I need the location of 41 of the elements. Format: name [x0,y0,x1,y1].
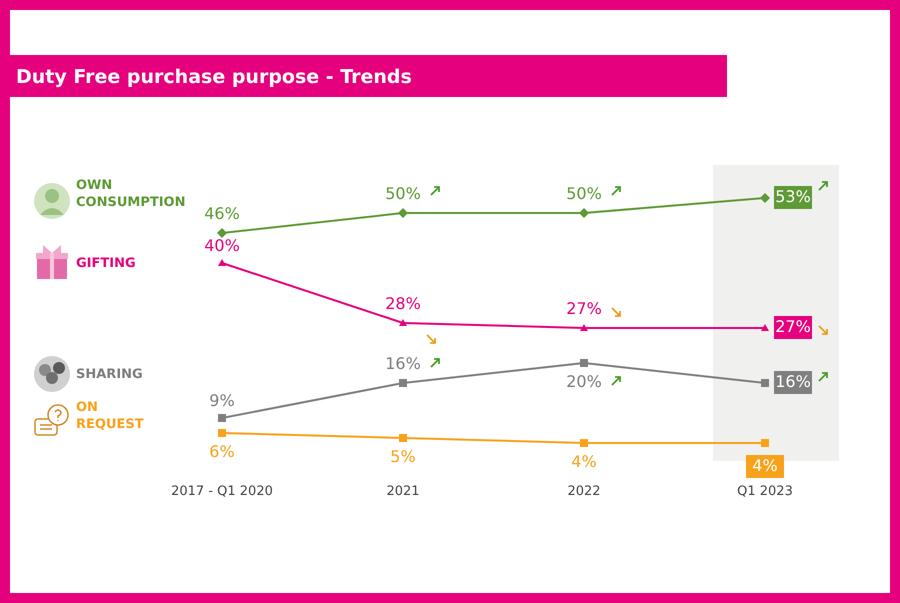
point [399,434,407,442]
data-label: 4% [571,452,597,471]
point [399,319,407,326]
data-label: 46% [204,204,240,223]
data-label: 27% [566,299,602,318]
point [579,208,589,218]
point [398,208,408,218]
point [218,429,226,437]
legend-label: SHARING [76,367,143,382]
x-tick-label: 2017 - Q1 2020 [171,484,273,499]
data-label: 16% [775,372,811,391]
chart-title: Duty Free purchase purpose - Trends [16,66,412,88]
point [217,228,227,238]
data-label: 6% [209,442,235,461]
data-label: 16% [385,354,421,373]
data-label: 28% [385,294,421,313]
data-label: 50% [566,184,602,203]
point [580,359,588,367]
point [761,379,769,387]
point [761,324,769,331]
x-tick-label: 2022 [567,484,601,499]
data-label: 20% [566,372,602,391]
point [761,439,769,447]
data-label: 50% [385,184,421,203]
text: GIFTING [76,256,136,271]
point [580,324,588,331]
point [218,414,226,422]
x-tick-label: 2021 [386,484,420,499]
data-label: 40% [204,236,240,255]
data-label: 27% [775,317,811,336]
point [760,193,770,203]
text: OWN CONSUMPTION [76,178,186,210]
data-label: 9% [209,391,235,410]
point [218,259,226,266]
x-tick-label: Q1 2023 [737,484,793,499]
data-label: 5% [390,447,416,466]
data-label: 53% [775,187,811,206]
point [399,379,407,387]
data-label: 4% [752,456,778,475]
text: ON REQUEST [76,400,144,432]
point [580,439,588,447]
